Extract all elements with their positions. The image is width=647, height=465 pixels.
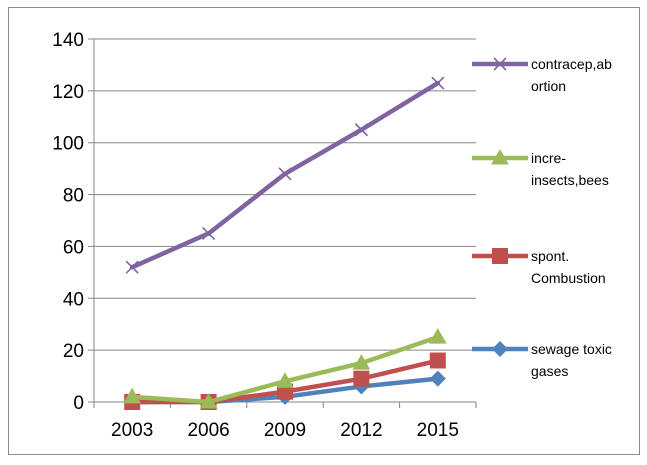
data-point [428, 328, 447, 344]
data-point [199, 392, 218, 409]
x-tick-label: 2006 [187, 420, 229, 441]
data-point [123, 387, 142, 404]
y-tick-label: 0 [73, 393, 84, 414]
data-point [125, 260, 139, 274]
y-tick-label: 20 [63, 341, 84, 362]
x-tick-label: 2015 [417, 420, 459, 441]
x-tick-label: 2003 [111, 420, 153, 441]
data-point [429, 370, 446, 387]
data-point [278, 167, 292, 181]
y-tick-label: 120 [52, 82, 84, 103]
data-point [276, 372, 294, 388]
legend-entry: incre-insects,bees [472, 148, 609, 188]
gridlines [94, 38, 476, 351]
legend-label: gases [531, 363, 568, 379]
x-tick-label: 2009 [264, 420, 306, 441]
legend-label: incre- [531, 150, 566, 166]
legend-entry: contracep,ab ortion [472, 56, 612, 94]
chart-frame [8, 7, 640, 455]
data-point [352, 354, 371, 370]
legend-entry: spont. Combustion [472, 248, 606, 286]
y-tick-label: 80 [63, 186, 84, 207]
y-tick-label: 40 [63, 289, 84, 310]
legend-marker [491, 148, 509, 165]
legend-label: Combustion [531, 270, 606, 286]
series-group [123, 76, 447, 410]
data-point [429, 352, 446, 369]
y-tick-label: 60 [63, 237, 84, 258]
legend-label: sewage toxic [531, 341, 612, 357]
legend-label: insects,bees [531, 172, 609, 188]
series-1 [123, 328, 447, 409]
legend-marker [492, 341, 508, 357]
legend-label: contracep,ab [531, 56, 612, 72]
data-point [353, 370, 370, 387]
legend-label: spont. [531, 248, 569, 264]
series-0 [125, 76, 445, 274]
data-point [431, 76, 445, 90]
series-line [129, 80, 441, 270]
legend: contracep,ab ortion incre-insects,bees spon… [472, 56, 612, 379]
data-point [202, 226, 216, 241]
y-tick-label: 100 [52, 134, 84, 155]
x-tick-label: 2012 [340, 420, 382, 441]
axes: 0 20 40 60 80 100 120 140 2003 2006 2009 2012 2015 [52, 30, 477, 441]
legend-entry: sewage toxic gases [472, 341, 612, 379]
legend-marker [492, 248, 508, 264]
legend-label: ortion [531, 78, 566, 94]
y-tick-label: 140 [52, 30, 84, 51]
data-point [354, 123, 368, 137]
legend-marker [493, 57, 507, 71]
